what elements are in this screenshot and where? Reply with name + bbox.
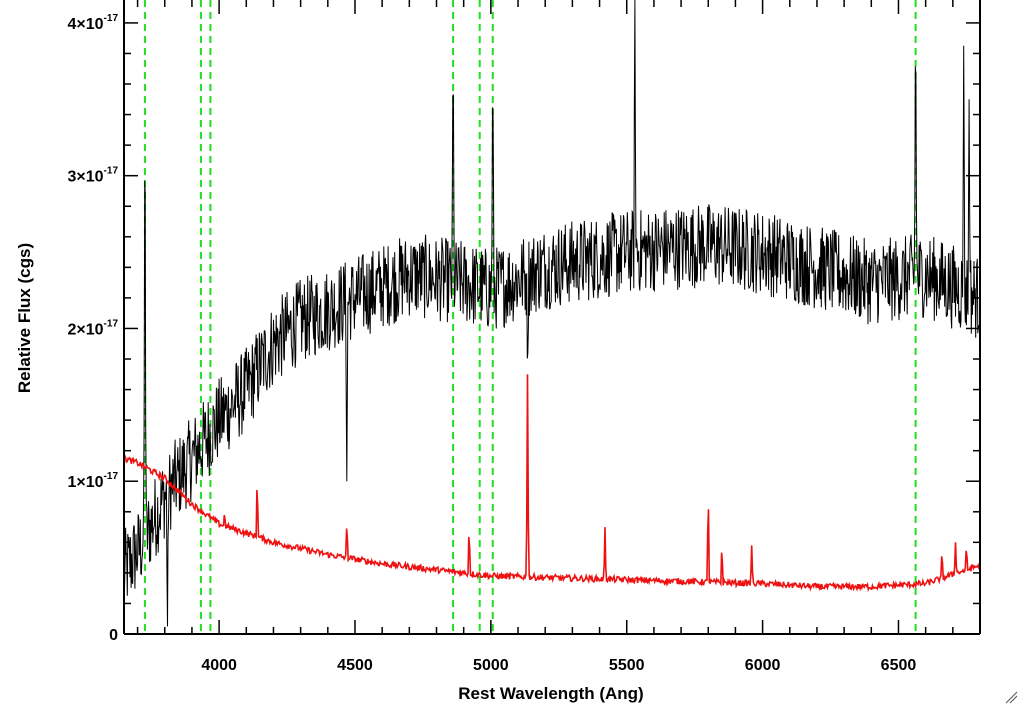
emission-line-markers — [143, 0, 917, 634]
observed-spectrum-line — [124, 0, 980, 627]
y-tick-labels: 0 1×10-17 2×10-17 3×10-17 4×10-17 — [68, 13, 119, 644]
plot-axes — [123, 0, 981, 635]
x-tick-label: 4500 — [337, 657, 373, 674]
y-tick-label: 2×10-17 — [68, 318, 119, 338]
x-tick-labels: 4000 4500 5000 5500 6000 6500 — [201, 657, 916, 674]
x-tick-label: 5000 — [473, 657, 509, 674]
x-tick-label: 4000 — [201, 657, 237, 674]
y-tick-label: 3×10-17 — [68, 166, 119, 186]
x-tick-label: 6000 — [745, 657, 781, 674]
x-tick-label: 5500 — [609, 657, 645, 674]
x-tick-label: 6500 — [881, 657, 917, 674]
x-axis-label: Rest Wavelength (Ang) — [458, 684, 643, 703]
y-tick-label: 0 — [109, 627, 118, 644]
model-spectrum-line — [124, 374, 980, 593]
y-tick-label: 1×10-17 — [68, 471, 119, 491]
resize-grip-icon[interactable] — [1004, 690, 1018, 704]
y-tick-label: 4×10-17 — [68, 13, 119, 33]
spectrum-series — [124, 0, 980, 627]
y-axis-label: Relative Flux (cgs) — [15, 243, 34, 393]
